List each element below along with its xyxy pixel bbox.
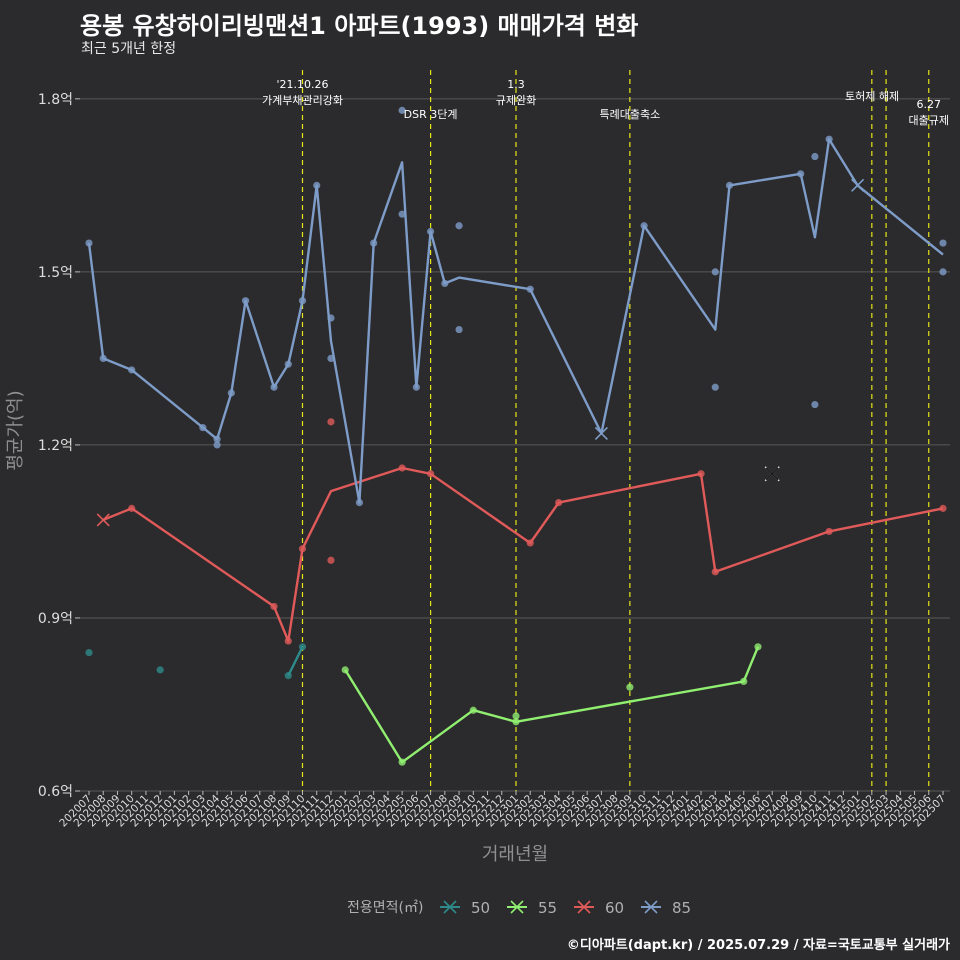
data-point-50 [156, 666, 164, 674]
event-label: 6.27 대출규제 [909, 98, 949, 127]
data-point-60 [398, 464, 406, 472]
x-axis-title: 거래년월 [482, 844, 548, 865]
series-line-60 [102, 466, 944, 643]
data-point-85 [640, 222, 648, 230]
data-point-85 [939, 268, 947, 276]
data-point-85 [455, 222, 463, 230]
event-label: 특례대출축소 [599, 108, 660, 121]
data-point-85 [398, 106, 406, 114]
cross-mark-60 [96, 513, 110, 527]
data-point-55 [469, 706, 477, 714]
y-tick-label: 0.9억 [38, 611, 73, 627]
data-point-85 [270, 383, 278, 391]
data-point-85 [725, 181, 734, 189]
data-point-60 [327, 556, 335, 564]
data-point-85 [227, 389, 235, 397]
y-tick-label: 0.6억 [38, 784, 73, 800]
data-point-55 [754, 643, 762, 651]
cross-mark-85 [594, 426, 608, 440]
data-point-55 [341, 666, 349, 674]
chart-caption: ©디아파트(dapt.kr) / 2025.07.29 / 자료=국토교통부 실… [566, 938, 950, 953]
y-tick-label: 1.5억 [38, 265, 73, 281]
chart-title: 용봉 유창하이리빙맨션1 아파트(1993) 매매가격 변화 [80, 12, 639, 40]
data-point-60 [526, 539, 534, 547]
data-point-50 [85, 648, 93, 657]
data-point-60 [825, 527, 833, 536]
data-point-85 [939, 239, 947, 247]
series-line-50 [287, 646, 304, 677]
data-point-60 [711, 568, 719, 576]
data-point-60 [298, 545, 307, 553]
data-point-85 [355, 499, 364, 507]
data-point-85 [455, 325, 463, 334]
data-point-85 [526, 285, 534, 293]
data-point-85 [427, 227, 435, 236]
data-point-85 [99, 354, 107, 362]
legend-label-55: 55 [538, 899, 557, 917]
data-point-60 [270, 602, 278, 611]
chart-subtitle: 최근 5개년 한정 [81, 41, 177, 57]
series-line-55 [344, 646, 760, 764]
event-label: 토허제 해제 [845, 89, 899, 103]
y-axis-title: 평균가(억) [5, 390, 26, 470]
data-point-60 [555, 499, 563, 507]
data-point-85 [199, 424, 207, 432]
data-point-85 [298, 297, 307, 305]
data-point-85 [711, 268, 719, 276]
event-label: '21.10.26 가계부채관리강화 [262, 78, 343, 107]
data-point-85 [811, 152, 819, 161]
legend-label-50: 50 [471, 899, 490, 917]
data-point-85 [711, 383, 719, 391]
data-point-55 [512, 718, 520, 726]
event-label: 1.3 규제완화 [496, 78, 536, 107]
data-point-60 [939, 504, 947, 512]
legend-title: 전용면적(㎡) [347, 900, 423, 916]
data-point-50 [298, 643, 307, 651]
data-point-85 [412, 383, 420, 391]
data-point-85 [825, 135, 833, 143]
data-point-85 [441, 279, 449, 288]
data-point-85 [128, 366, 136, 374]
data-point-85 [398, 210, 406, 218]
data-point-85 [213, 441, 221, 449]
data-point-85 [241, 297, 250, 305]
data-point-60 [128, 504, 136, 512]
data-point-60 [284, 637, 292, 645]
cross-mark [765, 467, 779, 481]
data-point-85 [327, 314, 335, 322]
data-point-50 [284, 672, 292, 680]
legend-label-85: 85 [672, 899, 691, 917]
data-point-85 [85, 239, 93, 247]
data-point-85 [313, 181, 321, 189]
data-point-85 [213, 435, 221, 443]
data-point-85 [370, 239, 378, 247]
data-point-60 [697, 470, 705, 478]
data-point-85 [797, 170, 805, 178]
data-point-55 [626, 683, 634, 691]
data-point-60 [427, 470, 435, 478]
y-tick-label: 1.8억 [38, 92, 73, 108]
data-point-85 [327, 354, 335, 362]
y-tick-label: 1.2억 [38, 438, 73, 454]
data-point-60 [327, 418, 335, 426]
data-point-85 [284, 360, 292, 368]
event-label: DSR 3단계 [404, 108, 458, 121]
legend-label-60: 60 [605, 899, 624, 917]
data-point-85 [811, 400, 819, 409]
data-point-55 [512, 712, 520, 720]
series-line-85 [87, 137, 944, 504]
cross-mark-85 [851, 178, 865, 192]
data-point-55 [398, 758, 406, 766]
data-point-55 [740, 677, 748, 686]
